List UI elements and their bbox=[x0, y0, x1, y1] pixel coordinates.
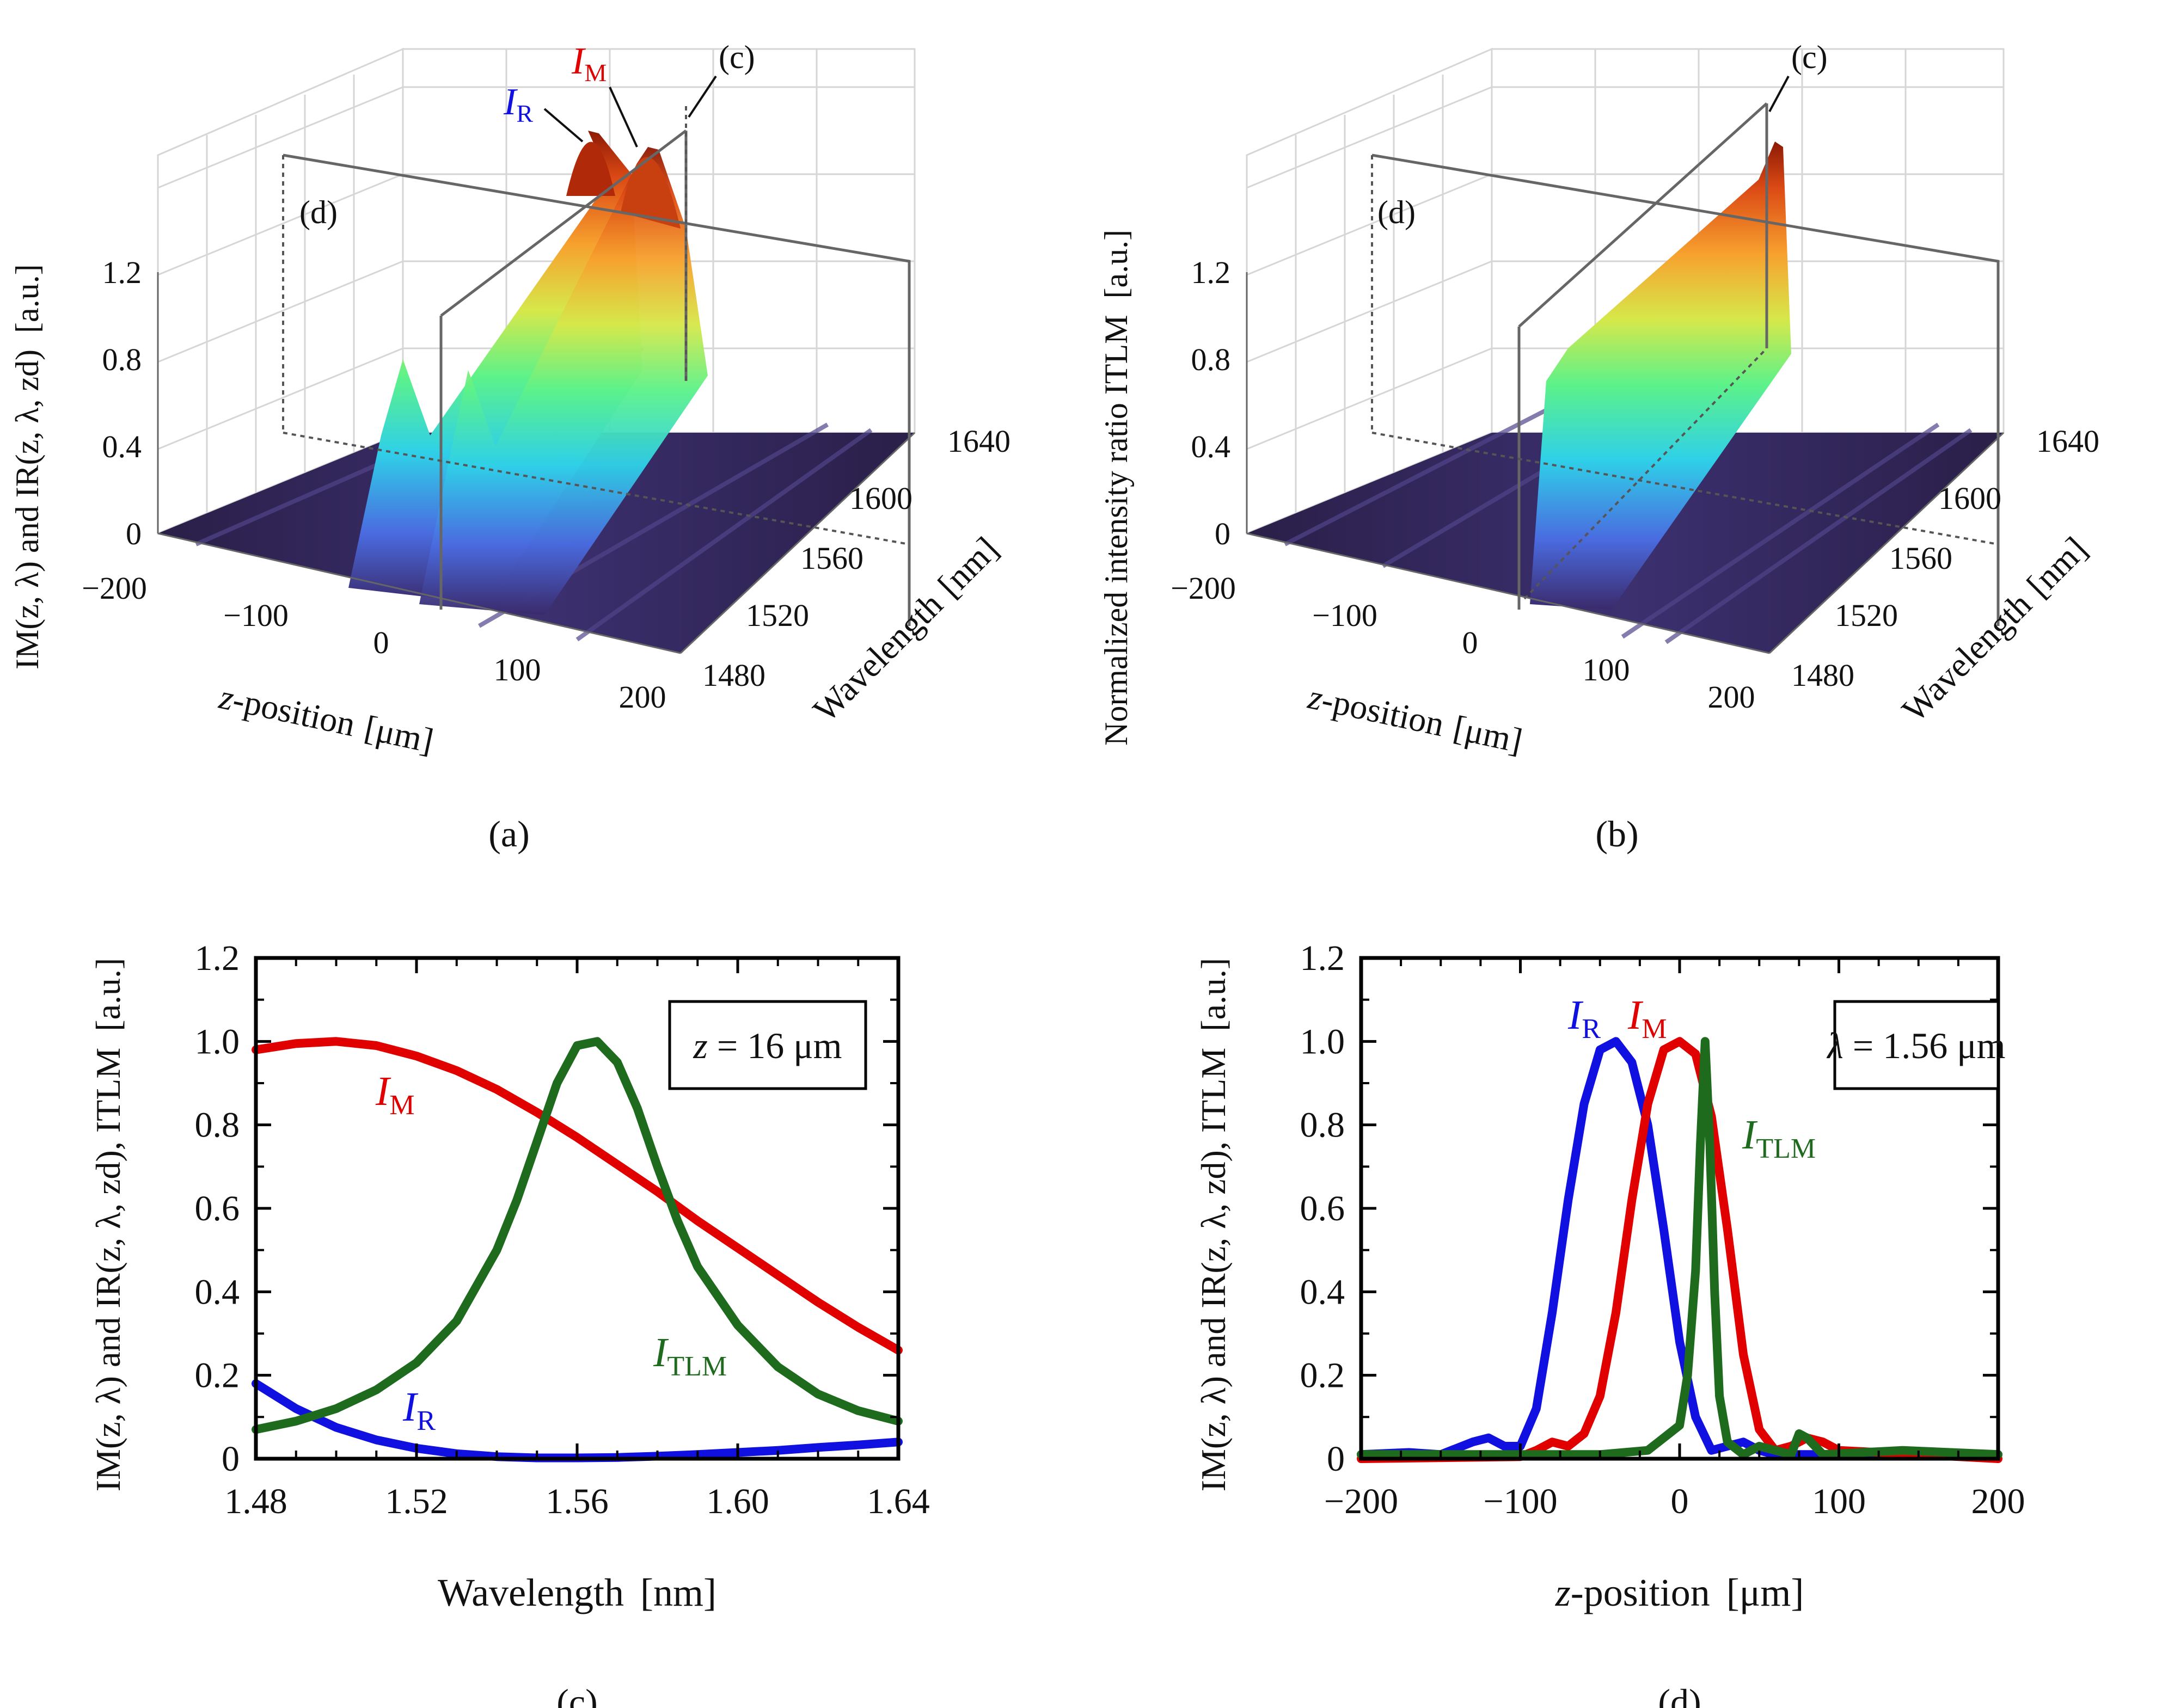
svg-text:1520: 1520 bbox=[746, 598, 809, 633]
xtick-label-c: 1.56 bbox=[546, 1482, 609, 1521]
panel-a-ylabel: IM(z, λ) and IR(z, λ, zd)[a.u.] bbox=[9, 264, 45, 669]
svg-text:200: 200 bbox=[619, 679, 666, 715]
svg-text:z-position[μm]: z-position[μm] bbox=[1304, 677, 1526, 760]
svg-text:1.2: 1.2 bbox=[102, 255, 142, 290]
xtick-label-c: 1.60 bbox=[706, 1482, 769, 1521]
panel-c-chart: 1.48 1.52 1.56 1.60 1.64 0 0.2 0.4 0.6 0.8 1.0 1.2 z… bbox=[89, 938, 930, 1708]
svg-text:1560: 1560 bbox=[1889, 540, 1952, 576]
ytick-label-c: 0.2 bbox=[195, 1356, 240, 1396]
svg-text:0: 0 bbox=[373, 625, 389, 660]
legend-text-d: λ = 1.56 μm bbox=[1826, 1025, 2005, 1066]
xlabel-d: z-position [μm] bbox=[1555, 1571, 1804, 1614]
series-d-IR bbox=[1357, 1037, 2002, 1459]
svg-text:(d): (d) bbox=[1377, 194, 1416, 230]
svg-text:1520: 1520 bbox=[1835, 598, 1898, 633]
svg-text:0.8: 0.8 bbox=[1191, 342, 1231, 377]
annot-IR: IR bbox=[402, 1384, 436, 1436]
ytick-label-c: 0.8 bbox=[195, 1105, 240, 1145]
svg-text:−100: −100 bbox=[1312, 598, 1377, 633]
annot-a-c: (c) bbox=[719, 39, 755, 75]
svg-text:200: 200 bbox=[1708, 679, 1755, 715]
svg-text:1.2: 1.2 bbox=[1191, 255, 1231, 290]
svg-text:1640: 1640 bbox=[947, 423, 1010, 459]
xtick-label-d: 0 bbox=[1671, 1482, 1689, 1521]
svg-text:1480: 1480 bbox=[1791, 658, 1854, 693]
series-c-ITLM bbox=[252, 1037, 903, 1434]
ytick-label-c: 0 bbox=[222, 1439, 240, 1479]
xtick-label-c: 1.52 bbox=[385, 1482, 448, 1521]
series-c-IM bbox=[252, 1037, 903, 1355]
annot-IM: IM bbox=[375, 1068, 415, 1121]
svg-text:−100: −100 bbox=[223, 598, 289, 633]
subcaption-c: (c) bbox=[556, 1681, 597, 1708]
svg-text:−200: −200 bbox=[1171, 570, 1236, 606]
panel-a-xticks: −200 −100 0 100 200 bbox=[82, 570, 666, 715]
ytick-label-d: 0.6 bbox=[1300, 1189, 1345, 1228]
annot-ITLM: ITLM bbox=[1742, 1112, 1816, 1164]
svg-text:0: 0 bbox=[1215, 516, 1230, 551]
ridge-IR bbox=[348, 131, 642, 604]
svg-text:(c): (c) bbox=[1791, 39, 1828, 75]
xtick-label-d: −200 bbox=[1324, 1482, 1398, 1521]
panel-b-ylabel: Normalized intensity ratio ITLM[a.u.] bbox=[1098, 230, 1134, 746]
subcaption-a: (a) bbox=[488, 813, 529, 855]
xtick-label-d: 100 bbox=[1812, 1482, 1866, 1521]
xtick-label-d: 200 bbox=[1971, 1482, 2025, 1521]
xtick-label-d: −100 bbox=[1483, 1482, 1557, 1521]
ridge-ITLM bbox=[1530, 142, 1791, 610]
xtick-label-c: 1.48 bbox=[224, 1482, 287, 1521]
annot-IR: IR bbox=[1567, 992, 1601, 1045]
annot-IM: IM bbox=[1627, 992, 1667, 1045]
series-d-ITLM bbox=[1357, 1037, 2002, 1459]
panel-a-yticks: 1480 1520 1560 1600 1640 bbox=[702, 423, 1010, 693]
ytick-label-c: 0.6 bbox=[195, 1189, 240, 1228]
panel-d-chart: −200 −100 0 100 200 0 0.2 0.4 0.6 0.8 1.0 1.2 λ = 1.… bbox=[1194, 938, 2025, 1708]
ytick-label-c: 0.4 bbox=[195, 1272, 240, 1312]
svg-text:1560: 1560 bbox=[800, 540, 863, 576]
svg-text:1640: 1640 bbox=[2036, 423, 2099, 459]
svg-text:0: 0 bbox=[126, 516, 142, 551]
svg-text:0.4: 0.4 bbox=[1191, 429, 1231, 464]
ytick-label-d: 0 bbox=[1327, 1439, 1345, 1479]
svg-text:100: 100 bbox=[1583, 652, 1630, 687]
svg-text:1600: 1600 bbox=[849, 481, 912, 516]
panel-a-xlabel: z-position[μm] bbox=[216, 677, 437, 760]
annot-a-IM: IM bbox=[571, 40, 607, 87]
subcaption-d: (d) bbox=[1658, 1681, 1701, 1708]
svg-text:1600: 1600 bbox=[1938, 481, 2001, 516]
ytick-label-d: 1.2 bbox=[1300, 938, 1345, 978]
ytick-label-d: 1.0 bbox=[1300, 1022, 1345, 1061]
svg-text:−200: −200 bbox=[82, 570, 147, 606]
series-d-IM bbox=[1357, 1037, 2002, 1463]
annot-a-IR: IR bbox=[503, 81, 533, 127]
svg-text:0.8: 0.8 bbox=[102, 342, 142, 377]
svg-text:0.4: 0.4 bbox=[102, 429, 142, 464]
ridge-IM bbox=[419, 147, 708, 615]
svg-text:0: 0 bbox=[1462, 625, 1478, 660]
xlabel-c: Wavelength [nm] bbox=[438, 1571, 716, 1614]
annot-a-d: (d) bbox=[299, 194, 338, 230]
panel-a-zticks: 0 0.4 0.8 1.2 bbox=[102, 255, 142, 551]
xtick-label-c: 1.64 bbox=[867, 1482, 930, 1521]
ytick-label-d: 0.2 bbox=[1300, 1356, 1345, 1396]
svg-text:1480: 1480 bbox=[702, 658, 765, 693]
subcaption-b: (b) bbox=[1595, 813, 1638, 855]
ylabel-c: IM(z, λ) and IR(z, λ, zd), ITLM[a.u.] bbox=[89, 958, 127, 1492]
legend-box-c bbox=[668, 1000, 867, 1090]
panel-a-surface: 0 0.4 0.8 1.2 −200 −100 0 100 200 1480 1… bbox=[9, 39, 1010, 855]
annot-ITLM: ITLM bbox=[653, 1330, 727, 1382]
ytick-label-c: 1.2 bbox=[195, 938, 240, 978]
ytick-label-d: 0.4 bbox=[1300, 1272, 1345, 1312]
ylabel-d: IM(z, λ) and IR(z, λ, zd), ITLM[a.u.] bbox=[1194, 958, 1233, 1492]
legend-text-c: z = 16 μm bbox=[693, 1025, 842, 1066]
ytick-label-d: 0.8 bbox=[1300, 1105, 1345, 1145]
svg-text:100: 100 bbox=[494, 652, 541, 687]
legend-box-d bbox=[1833, 1000, 2000, 1090]
ytick-label-c: 1.0 bbox=[195, 1022, 240, 1061]
panel-b-surface: 0 0.4 0.8 1.2 −200 −100 0 100 200 1480 1… bbox=[1098, 39, 2099, 855]
